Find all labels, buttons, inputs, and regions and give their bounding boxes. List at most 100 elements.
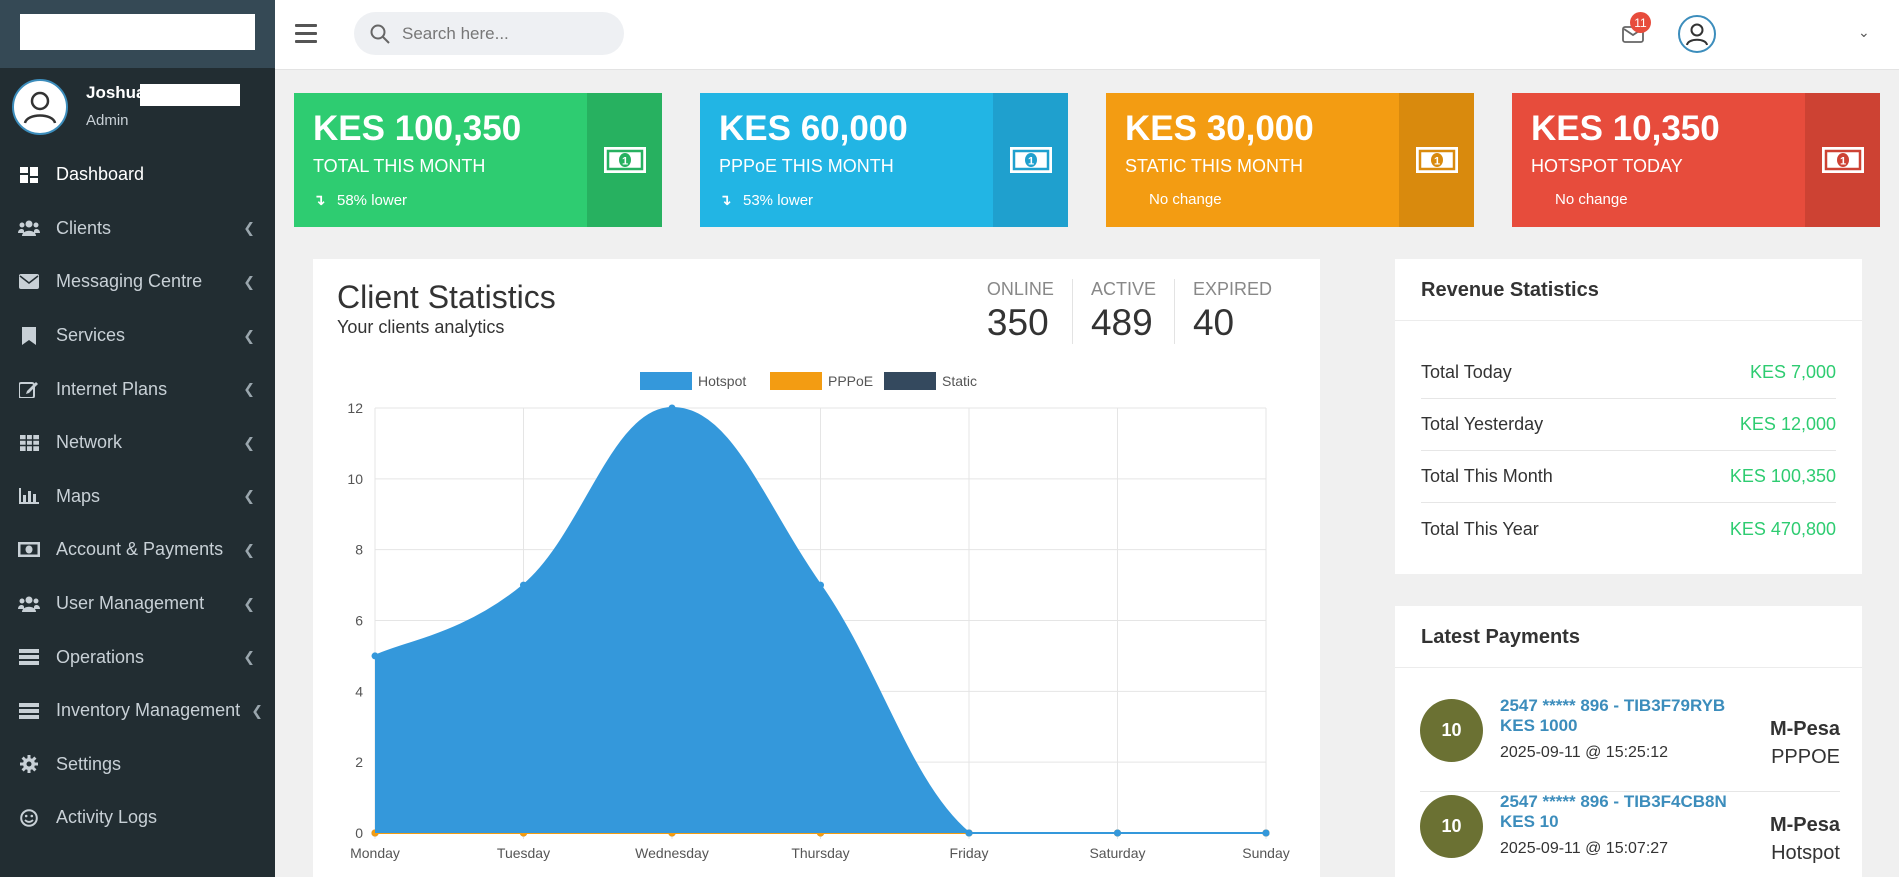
sidebar-item-label: Account & Payments [56,539,224,560]
payment-date: 2025-09-11 @ 15:25:12 [1500,744,1669,761]
y-tick-label: 0 [355,825,363,841]
active-label: ACTIVE [1090,279,1156,299]
sidebar-item-label: Settings [56,753,122,774]
users-icon [18,593,40,615]
revenue-value: KES 100,350 [1729,466,1836,486]
sidebar-item-internet-plans[interactable]: Internet Plans ❮ [0,362,275,416]
chevron-left-icon: ❮ [251,702,263,719]
expired-count: EXPIRED 40 [1173,279,1290,344]
user-role: Admin [86,112,129,129]
chevron-left-icon: ❮ [243,487,255,504]
edit-icon [18,378,40,400]
sidebar-item-clients[interactable]: Clients ❮ [0,202,275,256]
user-silhouette-icon [23,91,57,124]
revenue-value: KES 470,800 [1729,518,1836,539]
payment-reference-link[interactable]: 2547 ***** 896 - TIB3F79RYB KES 1000 [1500,696,1726,735]
legend-swatch [884,372,936,390]
data-point [965,829,973,837]
stat-change-text: No change [1149,191,1222,208]
hamburger-menu-icon[interactable] [295,24,317,44]
chevron-down-icon[interactable]: ⌄ [1858,24,1870,40]
profile-avatar[interactable] [1678,15,1716,53]
stat-change-text: No change [1555,191,1628,208]
data-point [371,652,379,660]
panel-title: Client Statistics [337,279,556,315]
stat-change-text: 53% lower [743,191,814,209]
active-count: ACTIVE 489 [1071,279,1174,344]
sidebar-item-label: Services [56,325,126,346]
money-icon: 1 [1805,93,1880,227]
sidebar-item-activity-logs[interactable]: Activity Logs [0,791,275,845]
payments-list: 10 2547 ***** 896 - TIB3F79RYB KES 1000 … [1420,696,1840,877]
sidebar-item-settings[interactable]: Settings [0,738,275,792]
arrow-down-icon: ↴ [313,192,326,209]
panel-title: Revenue Statistics [1421,279,1599,301]
payment-method: M-Pesa [1769,718,1840,740]
revenue-value: KES 7,000 [1749,362,1836,382]
search-input[interactable] [402,23,602,44]
payment-date: 2025-09-11 @ 15:07:27 [1500,840,1669,857]
stat-change: ↴ 53% lower [719,191,814,210]
chevron-left-icon: ❮ [243,434,255,451]
stat-label: TOTAL THIS MONTH [313,156,486,176]
stat-label: PPPoE THIS MONTH [719,156,894,176]
series-area-hotspot [375,408,1266,833]
bookmark-icon [18,325,40,347]
search-bar[interactable] [354,12,624,55]
sidebar-item-messaging-centre[interactable]: Messaging Centre ❮ [0,255,275,309]
legend-label: PPPoE [828,373,873,389]
stat-box-pppoe-month: KES 60,000 PPPoE THIS MONTH ↴ 53% lower 1 [700,93,1068,227]
money-icon [18,539,40,561]
payment-type: Hotspot [1771,842,1840,864]
server-icon [18,646,40,668]
x-tick-label: Wednesday [635,845,709,861]
user-avatar[interactable] [12,79,68,135]
legend-swatch [640,372,692,390]
revenue-row: Total Today KES 7,000 [1421,347,1836,399]
sidebar-item-services[interactable]: Services ❮ [0,309,275,363]
data-point [1114,829,1121,837]
y-tick-label: 8 [355,542,363,558]
y-tick-label: 4 [355,683,363,699]
sidebar-item-network[interactable]: Network ❮ [0,416,275,470]
sidebar-menu: Dashboard Clients ❮ Messaging Centre ❮ S… [0,148,275,845]
sidebar-item-label: Internet Plans [56,378,168,399]
sidebar-item-operations[interactable]: Operations ❮ [0,630,275,684]
sidebar-item-dashboard[interactable]: Dashboard [0,148,275,202]
chevron-left-icon: ❮ [243,219,255,236]
svg-text:1: 1 [621,156,627,168]
sidebar-item-label: Inventory Management [56,700,241,721]
dashboard-icon [18,164,40,186]
brand-logo[interactable] [0,0,275,68]
stat-box-static-month: KES 30,000 STATIC THIS MONTH No change 1 [1106,93,1474,227]
sidebar-item-label: Clients [56,217,112,238]
sidebar-item-maps[interactable]: Maps ❮ [0,470,275,524]
sidebar-item-inventory-management[interactable]: Inventory Management ❮ [0,684,275,738]
y-tick-label: 10 [347,471,363,487]
stat-label: HOTSPOT TODAY [1531,156,1683,176]
table-icon [18,432,40,454]
payment-type: PPPOE [1771,746,1840,768]
chevron-left-icon: ❮ [243,595,255,612]
stat-change-text: 58% lower [337,191,408,209]
sidebar-item-account-payments[interactable]: Account & Payments ❮ [0,523,275,577]
revenue-statistics-panel: Revenue Statistics Total Today KES 7,000 … [1395,259,1862,574]
latest-payments-panel: Latest Payments 10 2547 ***** 896 - TIB3… [1395,606,1862,877]
sidebar-item-user-management[interactable]: User Management ❮ [0,577,275,631]
stat-amount: KES 30,000 [1125,109,1314,148]
sidebar-item-label: Maps [56,485,101,506]
y-tick-label: 2 [355,754,363,770]
stat-amount: KES 60,000 [719,109,908,148]
sidebar-item-label: User Management [56,593,205,614]
data-point [1262,829,1270,837]
client-statistics-panel: Client Statistics Your clients analytics… [313,259,1320,877]
legend-label: Static [942,373,977,389]
payment-reference-link[interactable]: 2547 ***** 896 - TIB3F4CB8N KES 10 [1500,792,1727,831]
panel-subtitle: Your clients analytics [337,317,505,337]
payment-method: M-Pesa [1769,814,1840,836]
x-tick-label: Monday [350,845,400,861]
money-icon: 1 [993,93,1068,227]
expired-label: EXPIRED [1192,279,1272,299]
revenue-label: Total Yesterday [1421,414,1544,434]
revenue-row: Total This Month KES 100,350 [1421,451,1836,503]
